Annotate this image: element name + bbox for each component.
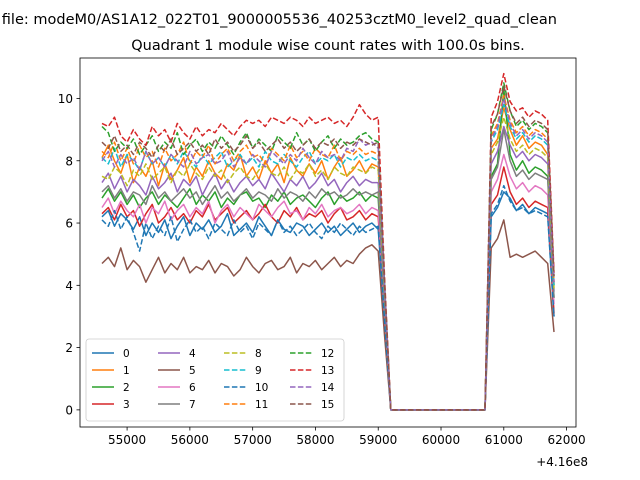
legend-label-7: 7 (189, 399, 196, 411)
y-tick-label: 0 (65, 403, 73, 417)
legend-label-9: 9 (255, 365, 262, 377)
legend-label-10: 10 (255, 382, 268, 394)
figure-suptitle: n file: modeM0/AS1A12_022T01_9000005536_… (0, 12, 557, 28)
y-tick-label: 6 (65, 217, 73, 231)
x-tick-label: 57000 (234, 433, 272, 447)
x-tick-label: 56000 (171, 433, 209, 447)
x-tick-label: 59000 (359, 433, 397, 447)
legend-label-2: 2 (123, 382, 130, 394)
y-axis: 0 2 4 6 8 10 (58, 92, 80, 417)
legend-label-1: 1 (123, 365, 130, 377)
series-line-15 (101, 85, 555, 411)
legend-label-5: 5 (189, 365, 196, 377)
legend-label-6: 6 (189, 382, 196, 394)
plot-area-frame (79, 57, 577, 428)
y-tick-label: 4 (65, 279, 73, 293)
legend-label-15: 15 (321, 399, 334, 411)
x-axis-offset-label: +4.16e8 (536, 455, 588, 469)
x-tick-label: 61000 (485, 433, 523, 447)
x-tick-label: 60000 (422, 433, 460, 447)
x-axis: 55000 56000 57000 58000 59000 60000 61000 62000 (108, 427, 586, 447)
chart-title: Quadrant 1 module wise count rates with … (131, 38, 525, 54)
legend-label-11: 11 (255, 399, 268, 411)
legend-label-14: 14 (321, 382, 335, 394)
x-tick-label: 55000 (108, 433, 146, 447)
x-tick-label: 62000 (547, 433, 585, 447)
legend-label-12: 12 (321, 348, 334, 360)
y-tick-label: 10 (58, 92, 73, 106)
legend-label-8: 8 (255, 348, 262, 360)
series-layer (101, 72, 555, 411)
legend-label-3: 3 (123, 399, 130, 411)
legend-box (85, 338, 345, 422)
y-tick-label: 2 (65, 341, 73, 355)
series-line-13 (101, 72, 555, 411)
legend-label-4: 4 (189, 348, 196, 360)
legend-label-0: 0 (123, 348, 130, 360)
y-tick-label: 8 (65, 154, 73, 168)
legend-label-13: 13 (321, 365, 334, 377)
series-line-14 (101, 97, 555, 411)
series-line-10 (101, 184, 555, 411)
x-tick-label: 58000 (296, 433, 334, 447)
